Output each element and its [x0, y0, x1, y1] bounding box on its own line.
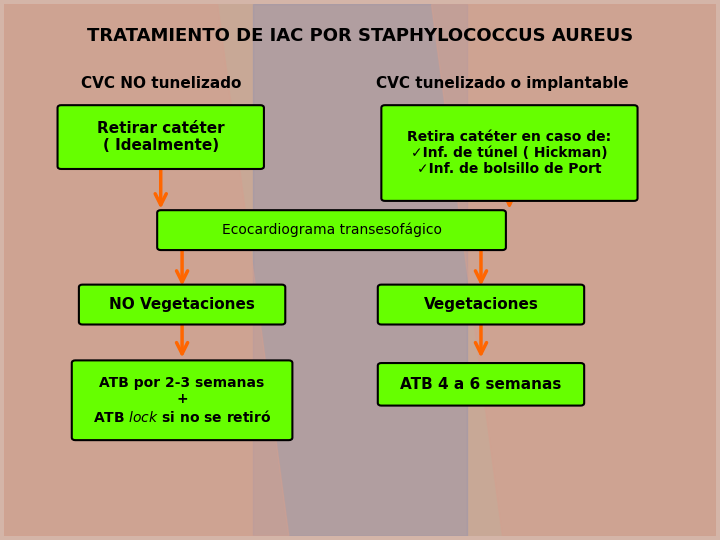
Text: CVC tunelizado o implantable: CVC tunelizado o implantable — [376, 77, 629, 91]
FancyBboxPatch shape — [58, 105, 264, 169]
FancyBboxPatch shape — [72, 360, 292, 440]
Text: ATB por 2-3 semanas
+
ATB $\it{lock}$ si no se retiró: ATB por 2-3 semanas + ATB $\it{lock}$ si… — [93, 376, 271, 424]
FancyBboxPatch shape — [382, 105, 637, 201]
Text: Ecocardiograma transesofágico: Ecocardiograma transesofágico — [222, 223, 441, 238]
Polygon shape — [431, 4, 716, 536]
Text: Retira catéter en caso de:
✓Inf. de túnel ( Hickman)
✓Inf. de bolsillo de Port: Retira catéter en caso de: ✓Inf. de túne… — [408, 130, 611, 176]
Text: TRATAMIENTO DE IAC POR STAPHYLOCOCCUS AUREUS: TRATAMIENTO DE IAC POR STAPHYLOCOCCUS AU… — [87, 27, 633, 45]
FancyBboxPatch shape — [79, 285, 285, 325]
FancyBboxPatch shape — [378, 363, 584, 406]
FancyBboxPatch shape — [378, 285, 584, 325]
FancyBboxPatch shape — [157, 210, 506, 250]
Text: Retirar catéter
( Idealmente): Retirar catéter ( Idealmente) — [97, 121, 225, 153]
Text: NO Vegetaciones: NO Vegetaciones — [109, 297, 255, 312]
Text: Vegetaciones: Vegetaciones — [423, 297, 539, 312]
Polygon shape — [4, 4, 289, 536]
Text: CVC NO tunelizado: CVC NO tunelizado — [81, 77, 241, 91]
Polygon shape — [253, 4, 467, 536]
Text: ATB 4 a 6 semanas: ATB 4 a 6 semanas — [400, 377, 562, 392]
